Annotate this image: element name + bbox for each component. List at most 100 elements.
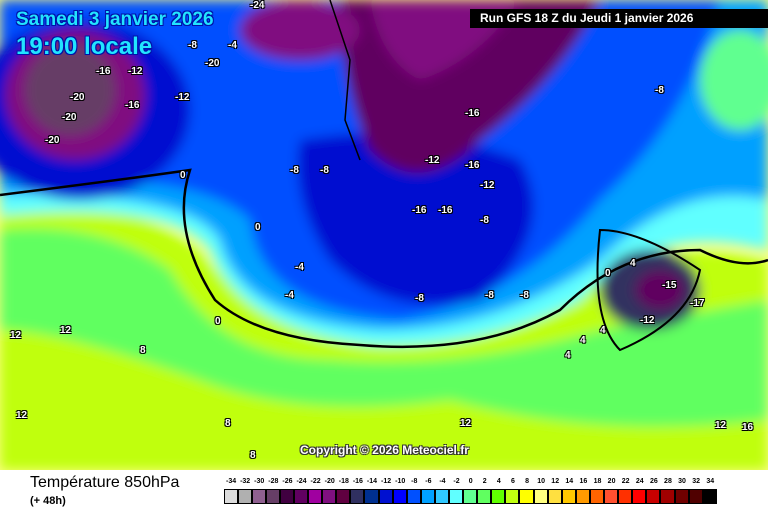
legend-entry: 14 (561, 477, 576, 504)
contour-label: 4 (600, 325, 606, 336)
legend-swatch (237, 489, 252, 504)
contour-label: -8 (485, 290, 494, 301)
contour-label: -15 (662, 280, 677, 291)
legend-entry: 6 (505, 477, 520, 504)
contour-label: -24 (250, 0, 265, 11)
contour-label: 0 (605, 268, 611, 279)
legend-label: -10 (395, 478, 406, 485)
legend-swatch (575, 489, 590, 504)
contour-label: 16 (742, 422, 754, 433)
legend-label: 24 (635, 478, 644, 485)
legend-label: 18 (593, 478, 602, 485)
legend-label: 22 (621, 478, 630, 485)
contour-label: 4 (565, 350, 571, 361)
legend-label: 34 (706, 478, 715, 485)
contour-label: -4 (295, 262, 304, 273)
legend-entry: -20 (322, 477, 337, 504)
legend-swatch (350, 489, 365, 504)
contour-label: -8 (480, 215, 489, 226)
contour-label: 8 (250, 450, 256, 461)
contour-label: -16 (96, 66, 111, 77)
legend-label: -24 (296, 478, 307, 485)
contour-label: -4 (285, 290, 294, 301)
legend-label: 20 (607, 478, 616, 485)
legend-entry: -2 (449, 477, 464, 504)
legend-swatch (477, 489, 492, 504)
legend-swatch (434, 489, 449, 504)
contour-label: 12 (10, 330, 22, 341)
contour-label: -16 (412, 205, 427, 216)
legend-label: 12 (551, 478, 560, 485)
legend-swatch (702, 489, 717, 504)
legend-entry: 24 (632, 477, 647, 504)
contour-label: 4 (580, 335, 586, 346)
legend-label: -16 (352, 478, 363, 485)
legend-entry: 8 (519, 477, 534, 504)
legend-swatch (604, 489, 619, 504)
legend-swatch (646, 489, 661, 504)
legend-swatch (223, 489, 238, 504)
legend-swatch (618, 489, 633, 504)
legend-swatch (674, 489, 689, 504)
legend-entry: -26 (279, 477, 294, 504)
legend-swatch (449, 489, 464, 504)
legend-entry: 0 (463, 477, 478, 504)
contour-label: -8 (320, 165, 329, 176)
contour-label: 4 (630, 258, 636, 269)
legend-swatch (632, 489, 647, 504)
legend-entry: -12 (378, 477, 393, 504)
legend-label: -2 (453, 478, 460, 485)
legend-entry: 34 (702, 477, 717, 504)
contour-label: 12 (60, 325, 72, 336)
legend-label: 28 (664, 478, 672, 485)
color-legend: -34 -32 -30 -28 -26 -24 -22 -20 -18 -16 -14 -12 -10-… (223, 477, 717, 504)
legend-swatch (378, 489, 393, 504)
legend-entry: -14 (364, 477, 379, 504)
legend-label: 30 (678, 478, 686, 485)
contour-label: 12 (715, 420, 727, 431)
legend-entry: 22 (618, 477, 633, 504)
contour-label: -4 (228, 40, 237, 51)
legend-swatch (505, 489, 520, 504)
legend-label: -34 (225, 478, 237, 485)
contour-label: 0 (180, 170, 186, 181)
legend-entry: 10 (533, 477, 548, 504)
forecast-lead: (+ 48h) (30, 495, 66, 507)
legend-swatch (322, 489, 337, 504)
legend-swatch (420, 489, 435, 504)
legend-label: -28 (268, 478, 279, 485)
contour-label: 8 (140, 345, 146, 356)
legend-swatch (265, 489, 280, 504)
contour-label: -20 (70, 92, 85, 103)
legend-entry: -24 (293, 477, 309, 504)
legend-swatch (406, 489, 421, 504)
contour-label: -16 (125, 100, 140, 111)
legend-entry: -6 (420, 477, 435, 504)
legend-label: 16 (579, 478, 588, 485)
legend-label: 10 (537, 478, 545, 485)
legend-label: -22 (310, 478, 321, 485)
footer: Température 850hPa (+ 48h) -34 -32 -30 -28-… (0, 470, 768, 512)
contour-label: 12 (16, 410, 28, 421)
legend-entry: -18 (336, 477, 351, 504)
legend-label: -8 (411, 478, 418, 485)
legend-entry: 16 (575, 477, 590, 504)
legend-entry: -34 (223, 477, 238, 504)
temperature-map: -24 -20 -16 -12 -20 -20 -16 -20 -4 -8 -12 -16 -16 -12… (0, 0, 768, 470)
map-title: Température 850hPa (30, 474, 180, 491)
legend-entry: -30 (251, 477, 266, 504)
legend-entry: 2 (477, 477, 492, 504)
legend-label: 4 (496, 478, 501, 485)
legend-label: -32 (240, 478, 251, 485)
legend-label: -12 (381, 478, 392, 485)
forecast-time: 19:00 locale (16, 33, 153, 60)
legend-label: 26 (649, 478, 658, 485)
legend-entry: -22 (308, 477, 323, 504)
contour-label: -12 (640, 315, 655, 326)
model-run-info: Run GFS 18 Z du Jeudi 1 janvier 2026 (470, 9, 768, 28)
legend-swatch (364, 489, 379, 504)
forecast-date: Samedi 3 janvier 2026 (16, 9, 214, 30)
legend-entry: 4 (491, 477, 506, 504)
legend-swatch (589, 489, 605, 504)
contour-label: 12 (460, 418, 472, 429)
